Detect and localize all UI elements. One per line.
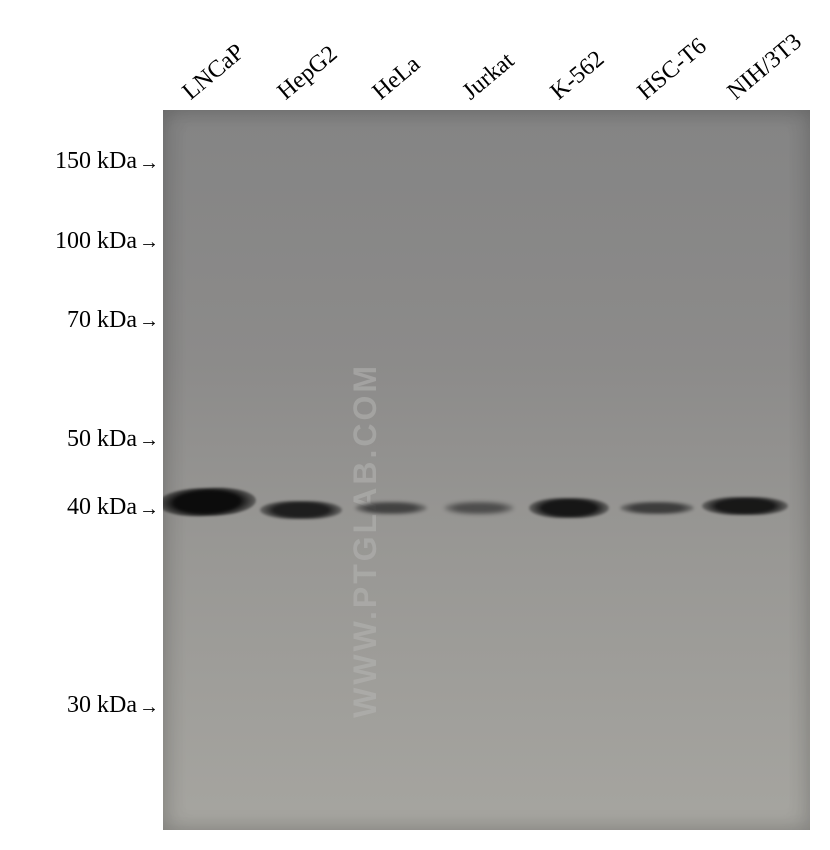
arrow-right-icon: →: [139, 311, 159, 331]
band-lane-5: [620, 502, 694, 514]
arrow-right-icon: →: [139, 499, 159, 519]
western-blot-figure: LNCaP HepG2 HeLa Jurkat K-562 HSC-T6NIH/3T3 1…: [0, 0, 830, 850]
mw-marker-label: 100 kDa: [55, 228, 137, 255]
molecular-weight-ladder: 150 kDa→100 kDa→70 kDa→50 kDa→40 kDa→30 …: [0, 110, 163, 830]
lane-label-4: K-562: [546, 46, 610, 106]
band-lane-4: [529, 498, 609, 518]
mw-marker-label: 150 kDa: [55, 148, 137, 175]
lane-label-6: NIH/3T3: [723, 29, 808, 106]
lane-label-5: HSC-T6: [633, 33, 713, 106]
band-lane-6: [702, 497, 788, 515]
mw-marker-1: 100 kDa→: [55, 228, 159, 255]
mw-marker-4: 40 kDa→: [67, 494, 159, 521]
mw-marker-label: 40 kDa: [67, 494, 137, 521]
mw-marker-3: 50 kDa→: [67, 426, 159, 453]
lane-label-0: LNCaP: [178, 39, 251, 106]
arrow-right-icon: →: [139, 153, 159, 173]
band-lane-2: [355, 502, 427, 514]
blot-membrane: WWW.PTGLAB.COM: [163, 110, 810, 830]
blot-edge-shadow: [163, 110, 810, 830]
band-lane-1: [260, 501, 342, 519]
lane-label-3: Jurkat: [458, 48, 520, 106]
mw-marker-2: 70 kDa→: [67, 307, 159, 334]
mw-marker-label: 30 kDa: [67, 692, 137, 719]
arrow-right-icon: →: [139, 232, 159, 252]
lane-label-1: HepG2: [273, 41, 343, 106]
lane-labels-row: LNCaP HepG2 HeLa Jurkat K-562 HSC-T6NIH/3T3: [0, 0, 830, 110]
blot-background: [163, 110, 810, 830]
lane-label-2: HeLa: [368, 51, 426, 106]
mw-marker-label: 70 kDa: [67, 307, 137, 334]
mw-marker-5: 30 kDa→: [67, 692, 159, 719]
mw-marker-label: 50 kDa: [67, 426, 137, 453]
arrow-right-icon: →: [139, 430, 159, 450]
mw-marker-0: 150 kDa→: [55, 148, 159, 175]
band-lane-3: [444, 502, 514, 514]
arrow-right-icon: →: [139, 697, 159, 717]
